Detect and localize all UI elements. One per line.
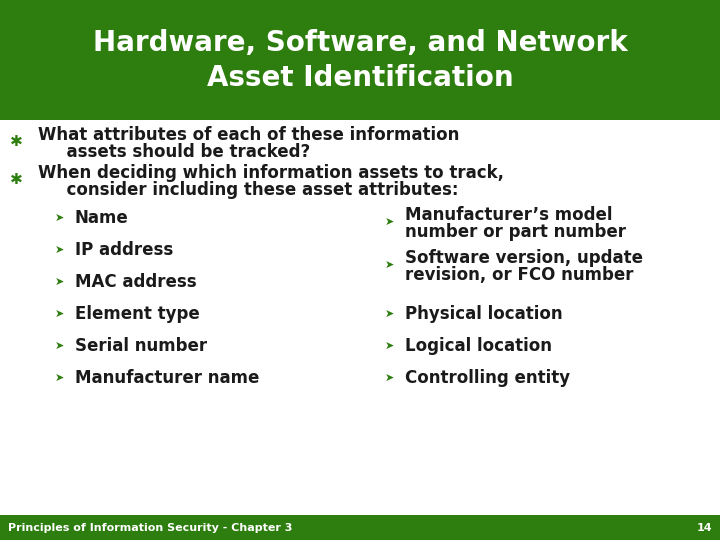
Text: ➤: ➤ [385,217,395,227]
Text: Element type: Element type [75,305,199,323]
Text: Physical location: Physical location [405,305,562,323]
Text: Serial number: Serial number [75,337,207,355]
Text: Controlling entity: Controlling entity [405,369,570,387]
Text: ➤: ➤ [385,260,395,270]
FancyBboxPatch shape [0,515,720,540]
Text: ➤: ➤ [385,373,395,383]
Text: revision, or FCO number: revision, or FCO number [405,266,634,284]
Text: What attributes of each of these information: What attributes of each of these informa… [38,126,459,144]
Text: ➤: ➤ [55,341,64,351]
Text: Principles of Information Security - Chapter 3: Principles of Information Security - Cha… [8,523,292,533]
Text: ➤: ➤ [55,309,64,319]
Text: When deciding which information assets to track,: When deciding which information assets t… [38,164,504,182]
Text: consider including these asset attributes:: consider including these asset attribute… [55,181,459,199]
Text: Software version, update: Software version, update [405,249,643,267]
Text: Manufacturer name: Manufacturer name [75,369,259,387]
Text: ➤: ➤ [385,309,395,319]
Text: Logical location: Logical location [405,337,552,355]
Text: Asset Identification: Asset Identification [207,64,513,92]
Text: ✱: ✱ [10,172,23,187]
Text: number or part number: number or part number [405,223,626,241]
Text: ➤: ➤ [55,277,64,287]
Text: MAC address: MAC address [75,273,197,291]
Text: Hardware, Software, and Network: Hardware, Software, and Network [93,29,627,57]
Text: ➤: ➤ [385,341,395,351]
Text: Name: Name [75,209,129,227]
Text: 14: 14 [696,523,712,533]
Text: ✱: ✱ [10,134,23,150]
Text: ➤: ➤ [55,373,64,383]
Text: Manufacturer’s model: Manufacturer’s model [405,206,613,224]
FancyBboxPatch shape [0,0,720,120]
FancyBboxPatch shape [0,120,720,515]
Text: ➤: ➤ [55,213,64,223]
Text: ➤: ➤ [55,245,64,255]
Text: IP address: IP address [75,241,174,259]
Text: assets should be tracked?: assets should be tracked? [55,143,310,161]
